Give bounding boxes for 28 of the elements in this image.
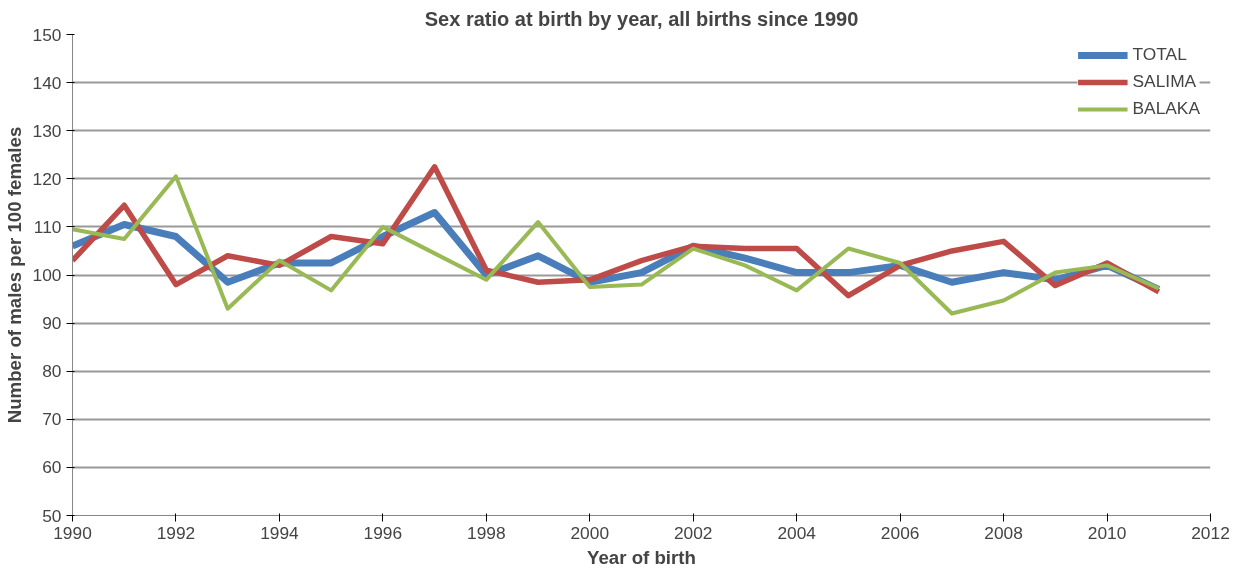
y-tick-label: 100 [32,265,62,285]
x-tick-label: 2006 [880,522,920,543]
x-tick-label: 2004 [777,522,817,543]
y-tick-label: 140 [32,72,62,93]
x-tick-label: 1992 [156,522,196,543]
legend-label: BALAKA [1132,98,1200,119]
legend-label: TOTAL [1132,44,1187,65]
y-tick-label: 80 [42,361,62,382]
x-tick-label: 2000 [570,522,610,543]
y-tick-label: 120 [32,168,62,189]
y-tick-label: 150 [32,24,62,45]
y-tick-label: 130 [32,120,62,141]
x-tick-label: 1996 [363,522,403,543]
x-tick-label: 1998 [467,522,506,543]
y-tick-label: 90 [42,313,62,334]
x-tick-label: 2002 [673,522,713,543]
x-tick-label: 2010 [1087,522,1127,543]
y-tick-label: 70 [42,409,62,430]
x-tick-label: 2008 [984,522,1023,543]
x-tick-label: 2012 [1191,522,1230,543]
x-axis-title: Year of birth [587,546,696,568]
legend-label: SALIMA [1132,71,1197,92]
y-axis-title: Number of males per 100 females [3,126,25,424]
y-tick-label: 110 [33,216,62,237]
y-tick-label: 60 [42,457,62,478]
chart-title: Sex ratio at birth by year, all births since 1990 [424,7,859,30]
x-tick-label: 1994 [260,522,300,543]
line-series [72,174,1161,316]
